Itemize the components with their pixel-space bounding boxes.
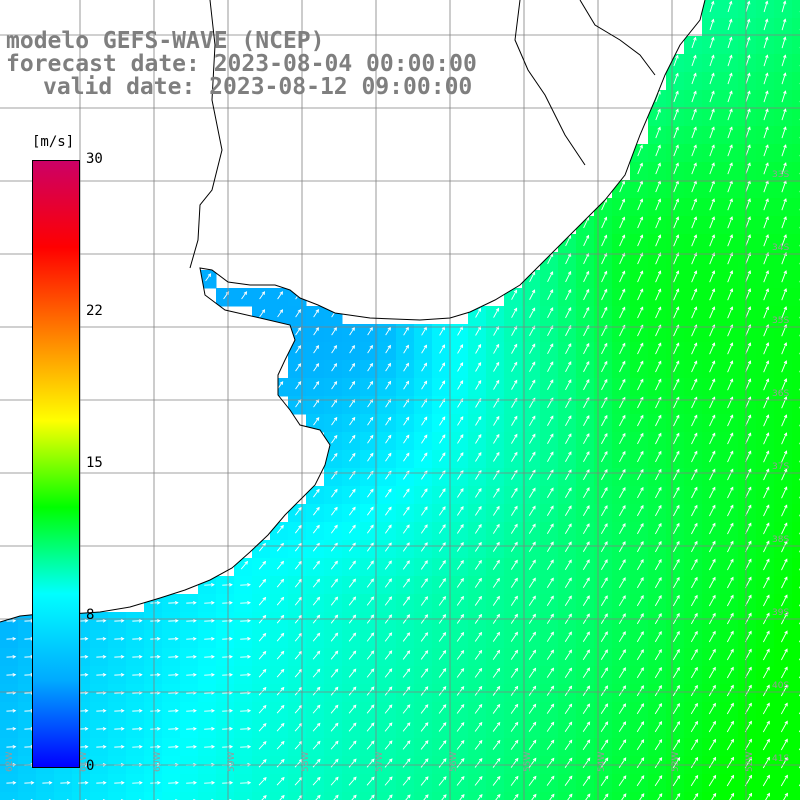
- map-title: modelo GEFS-WAVE (NCEP) forecast date: 2…: [6, 30, 477, 99]
- colorbar: [32, 160, 80, 768]
- lon-label: 59W: [227, 752, 237, 772]
- lat-label: 35S: [772, 316, 789, 326]
- lon-label: 62W: [5, 752, 15, 772]
- colorbar-tick-22: 22: [86, 303, 103, 319]
- colorbar-tick-15: 15: [86, 455, 103, 471]
- lat-label: 39S: [772, 608, 789, 618]
- land-mask: [0, 0, 705, 622]
- lon-label: 61W: [79, 752, 89, 772]
- title-valid-date: valid date: 2023-08-12 09:00:00: [43, 74, 473, 100]
- lat-label: 33S: [772, 170, 789, 180]
- coastline: [0, 0, 706, 623]
- title-forecast-date: forecast date: 2023-08-04 00:00:00: [6, 51, 477, 77]
- title-model: modelo GEFS-WAVE (NCEP): [6, 28, 325, 54]
- lat-label: 37S: [772, 462, 789, 472]
- colorbar-tick-0: 0: [86, 758, 95, 774]
- grid-labels: 33S 34S 35S 36S 37S 38S 39S 40S 41S 62W 61W 60W 59W 5…: [5, 170, 789, 772]
- lon-label: 55W: [523, 752, 533, 772]
- lon-label: 53W: [671, 752, 681, 772]
- lon-label: 52W: [745, 752, 755, 772]
- lat-label: 41S: [772, 754, 789, 764]
- lon-label: 57W: [375, 752, 385, 772]
- colorbar-unit: [m/s]: [32, 134, 75, 150]
- lon-label: 58W: [301, 752, 311, 772]
- colorbar-tick-8: 8: [86, 607, 95, 623]
- lat-label: 40S: [772, 681, 789, 691]
- lat-label: 38S: [772, 535, 789, 545]
- colorbar-tick-30: 30: [86, 151, 103, 167]
- lon-label: 54W: [597, 752, 607, 772]
- lon-label: 56W: [449, 752, 459, 772]
- lon-label: 60W: [153, 752, 163, 772]
- lat-label: 36S: [772, 389, 789, 399]
- lat-label: 34S: [772, 243, 789, 253]
